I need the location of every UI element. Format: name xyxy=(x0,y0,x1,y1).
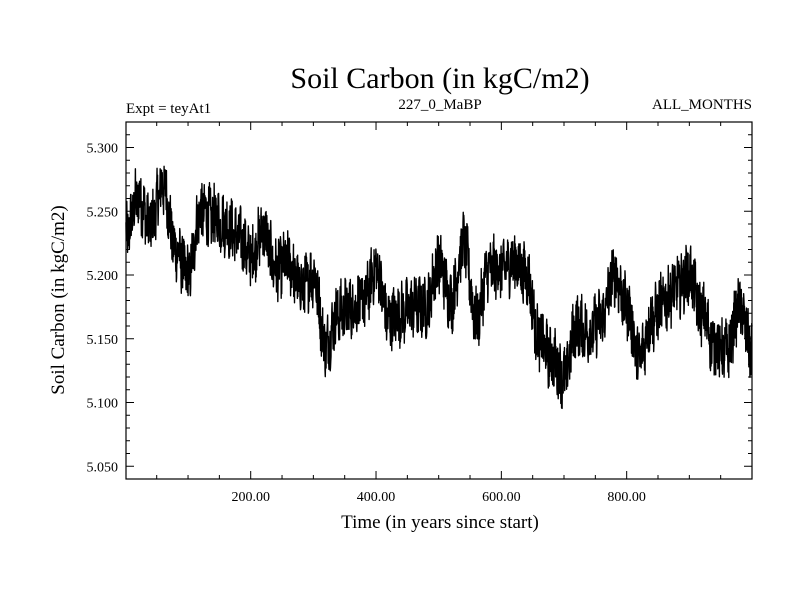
x-tick-label: 800.00 xyxy=(607,490,646,505)
y-tick-label: 5.200 xyxy=(87,269,119,284)
x-tick-label: 200.00 xyxy=(231,490,270,505)
soil-carbon-series-line xyxy=(125,165,753,410)
x-tick-label: 400.00 xyxy=(357,490,396,505)
x-tick-label: 600.00 xyxy=(482,490,521,505)
chart-title: Soil Carbon (in kgC/m2) xyxy=(290,62,589,95)
experiment-label: Expt = teyAt1 xyxy=(126,101,211,117)
y-axis-label: Soil Carbon (in kgC/m2) xyxy=(48,205,69,394)
series-layer xyxy=(125,165,753,410)
y-tick-label: 5.050 xyxy=(87,460,119,475)
y-tick-label: 5.150 xyxy=(87,333,119,348)
y-tick-label: 5.100 xyxy=(87,397,119,412)
x-axis-label: Time (in years since start) xyxy=(341,512,539,533)
y-tick-label: 5.250 xyxy=(87,205,119,220)
months-label: ALL_MONTHS xyxy=(652,97,752,113)
axis-ticks: 5.050 5.100 5.150 5.200 5.250 5.300 200.00 400.… xyxy=(87,121,752,505)
period-label: 227_0_MaBP xyxy=(398,97,481,113)
plot-frame xyxy=(125,121,753,480)
y-tick-label: 5.300 xyxy=(87,142,119,157)
